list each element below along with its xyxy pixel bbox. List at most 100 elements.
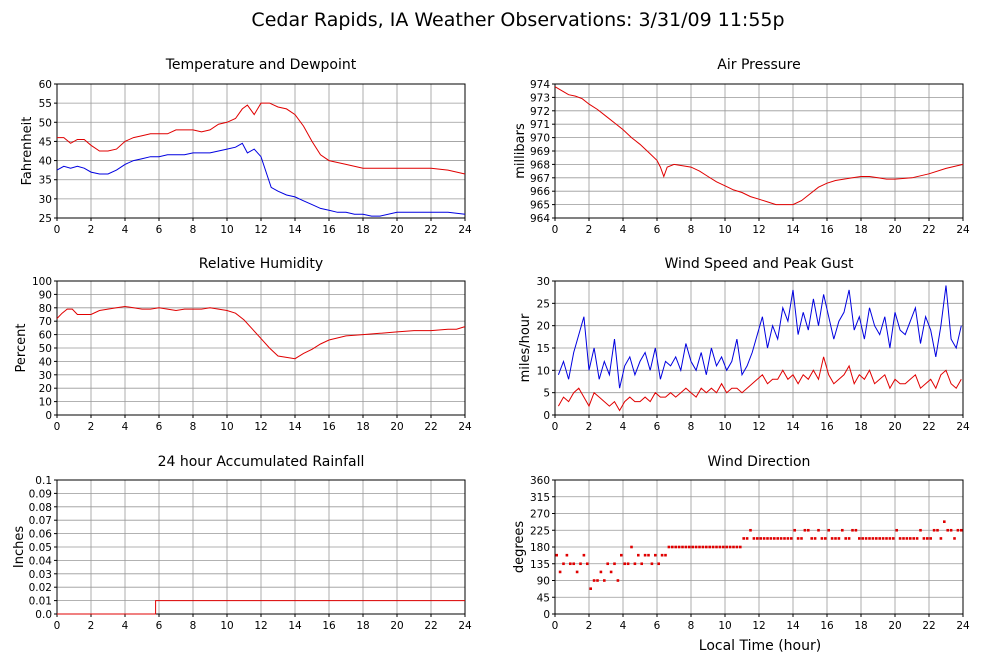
wind-direction-point [769,537,773,540]
humidity-y-tick-label: 0 [45,410,52,422]
wind-direction-point [800,537,803,540]
rainfall-x-tick-label: 22 [424,620,437,632]
wind-direction-point [718,545,722,549]
wind-direction-point [688,545,691,549]
wind-direction-point [813,537,817,540]
pressure-y-tick-label: 967 [530,173,550,185]
pressure-x-tick-label: 12 [752,224,765,236]
wind-direction-point [790,537,793,540]
wind-speed-title: Wind Speed and Peak Gust [665,256,854,272]
wind-direction-point [953,537,956,540]
pressure-y-tick-label: 970 [530,133,550,145]
wind-speed-x-tick-label: 6 [654,421,661,433]
wind-speed-y-tick-label: 5 [543,388,550,400]
wind-direction-point [664,553,667,557]
wind-direction-point [643,553,647,557]
wind-speed-x-tick-label: 4 [620,421,627,433]
pressure-y-tick-label: 969 [530,146,550,158]
pressure-x-tick-label: 6 [654,224,661,236]
temperature-y-tick-label: 60 [39,79,52,91]
pressure-x-tick-label: 14 [786,224,800,236]
wind-direction-point [915,537,919,540]
wind-direction-y-tick-label: 0 [543,609,550,621]
wind-speed-series-line-0 [557,285,962,389]
wind-direction-point [599,570,603,574]
wind-direction-point [949,528,953,532]
temperature-y-axis-label: Fahrenheit [20,117,35,186]
wind-direction-point [749,528,752,532]
wind-direction-point [905,537,909,540]
wind-direction-point [830,537,834,540]
wind-direction-point [555,553,558,557]
wind-direction-point [715,545,718,549]
pressure-y-tick-label: 971 [530,119,550,131]
wind-speed-x-tick-label: 0 [552,421,559,433]
wind-speed-y-tick-label: 0 [543,410,550,422]
wind-direction-point [803,528,807,532]
temperature-series-line-0 [57,102,466,175]
temperature-x-tick-label: 20 [390,224,403,236]
wind-speed-series-line-1 [557,356,962,412]
pressure-x-tick-label: 10 [718,224,731,236]
wind-direction-point [650,562,654,566]
wind-direction-point [684,545,688,549]
humidity-x-tick-label: 14 [288,421,302,433]
wind-direction-point [834,537,837,540]
wind-speed-y-axis-label: miles/hour [518,313,533,382]
wind-direction-point [728,545,732,549]
wind-speed-x-tick-label: 16 [820,421,834,433]
wind-direction-point [864,537,868,540]
wind-speed-x-tick-label: 10 [718,421,731,433]
wind-direction-y-tick-label: 270 [530,509,550,521]
temperature-x-tick-label: 24 [458,224,472,236]
wind-direction-y-tick-label: 135 [530,559,550,571]
humidity-y-tick-label: 50 [39,343,52,355]
temperature-y-tick-label: 50 [39,117,52,129]
humidity-y-tick-label: 60 [39,330,52,342]
wind-direction-point [943,520,946,523]
wind-direction-point [562,562,565,566]
wind-direction-point [844,537,847,540]
wind-direction-point [640,562,643,566]
humidity-y-tick-label: 30 [39,370,52,382]
wind-direction-point [820,537,824,540]
pressure-y-tick-label: 964 [530,213,550,225]
wind-direction-point [752,537,756,540]
rainfall-y-tick-label: 0.02 [29,582,52,594]
wind-direction-point [701,545,705,549]
wind-speed-x-tick-label: 24 [956,421,970,433]
rainfall-x-tick-label: 8 [190,620,197,632]
wind-speed-y-tick-label: 25 [537,298,550,310]
wind-speed-x-tick-label: 2 [586,421,593,433]
wind-direction-point [824,537,827,540]
wind-direction-x-tick-label: 6 [654,620,661,632]
wind-direction-point [946,528,949,532]
wind-direction-x-tick-label: 12 [752,620,765,632]
pressure-y-tick-label: 965 [530,200,550,212]
rainfall-x-tick-label: 10 [220,620,233,632]
wind-direction-point [956,528,960,532]
wind-direction-x-tick-label: 20 [888,620,901,632]
temperature-x-tick-label: 2 [88,224,95,236]
humidity-x-tick-label: 0 [54,421,61,433]
humidity-x-tick-label: 22 [424,421,437,433]
wind-direction-x-tick-label: 2 [586,620,593,632]
humidity-y-tick-label: 80 [39,303,52,315]
wind-direction-point [732,545,735,549]
wind-direction-point [810,537,813,540]
wind-direction-point [878,537,881,540]
wind-direction-point [633,562,637,566]
wind-direction-point [745,537,749,540]
wind-direction-point [569,562,572,566]
wind-direction-x-tick-label: 0 [552,620,559,632]
wind-direction-point [827,528,830,532]
wind-direction-title: Wind Direction [708,454,811,470]
wind-direction-point [725,545,728,549]
wind-speed-y-tick-label: 15 [537,343,550,355]
humidity-y-tick-label: 100 [32,276,52,288]
temperature-x-tick-label: 8 [190,224,197,236]
